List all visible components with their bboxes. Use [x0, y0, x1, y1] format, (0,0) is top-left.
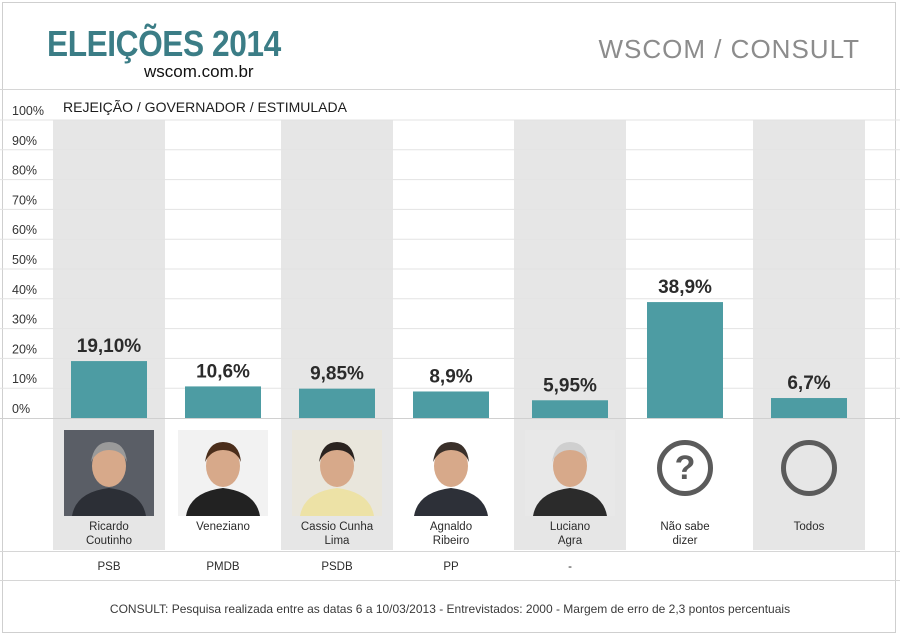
data-label: 38,9% [658, 277, 712, 298]
survey-footnote: CONSULT: Pesquisa realizada entre as dat… [109, 602, 791, 616]
data-label: 5,95% [543, 375, 597, 396]
publisher-label: WSCOM / CONSULT [598, 34, 860, 64]
y-tick-label: 90% [12, 134, 37, 148]
candidate-name: Luciano Agra [549, 521, 591, 547]
candidate-photo [292, 430, 382, 516]
candidate-photo [64, 430, 154, 516]
y-tick-label: 40% [12, 283, 37, 297]
candidate-name: Todos [793, 521, 825, 533]
data-label: 10,6% [196, 361, 250, 382]
candidate-name: Veneziano [196, 521, 250, 533]
candidate-name: Cassio Cunha Lima [300, 521, 374, 547]
bar [185, 386, 261, 418]
bar [299, 388, 375, 418]
candidate-name: Ricardo Coutinho [85, 521, 133, 547]
page-title: ELEIÇÕES 2014 [47, 23, 281, 64]
header-divider [0, 89, 900, 90]
party-label: PSB [97, 561, 121, 573]
party-label: PP [443, 561, 459, 573]
candidate-name: Não sabe dizer [660, 521, 710, 547]
data-label: 8,9% [429, 366, 472, 387]
party-row-top-divider [0, 551, 900, 552]
bar [71, 361, 147, 418]
bar [532, 400, 608, 418]
y-tick-label: 20% [12, 342, 37, 356]
data-label: 9,85% [310, 364, 364, 385]
bar [771, 398, 847, 418]
y-tick-label: 60% [12, 223, 37, 237]
chart-title: REJEIÇÃO / GOVERNADOR / ESTIMULADA [63, 99, 347, 115]
bar [647, 302, 723, 418]
y-tick-label: 30% [12, 313, 37, 327]
candidate-name: Agnaldo Ribeiro [429, 521, 473, 547]
y-tick-label: 10% [12, 372, 37, 386]
y-tick-label: 50% [12, 253, 37, 267]
y-tick-label: 80% [12, 164, 37, 178]
y-tick-label: 70% [12, 193, 37, 207]
party-row-bottom-divider [0, 580, 900, 581]
site-url: wscom.com.br [144, 62, 254, 81]
circle-icon [781, 440, 837, 496]
bar [413, 391, 489, 418]
data-label: 19,10% [77, 336, 142, 357]
party-label: PSDB [321, 561, 353, 573]
candidate-photo [406, 430, 496, 516]
question-mark-icon: ? [657, 440, 713, 496]
candidate-photo [525, 430, 615, 516]
candidate-photo [178, 430, 268, 516]
party-label: PMDB [206, 561, 240, 573]
y-tick-label: 0% [12, 402, 30, 416]
data-label: 6,7% [787, 373, 830, 394]
party-label: - [568, 561, 572, 573]
y-tick-label: 100% [12, 104, 44, 118]
